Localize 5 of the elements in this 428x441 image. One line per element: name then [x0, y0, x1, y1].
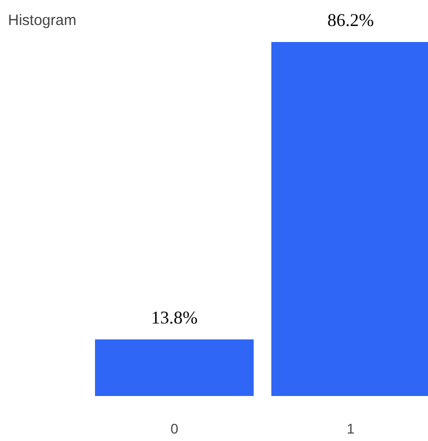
x-tick-label: 1	[346, 420, 355, 436]
data-label: 86.2%	[327, 10, 374, 30]
x-tick-label: 0	[170, 420, 178, 436]
data-label: 13.8%	[151, 307, 198, 328]
chart-title: Histogram	[8, 12, 76, 29]
